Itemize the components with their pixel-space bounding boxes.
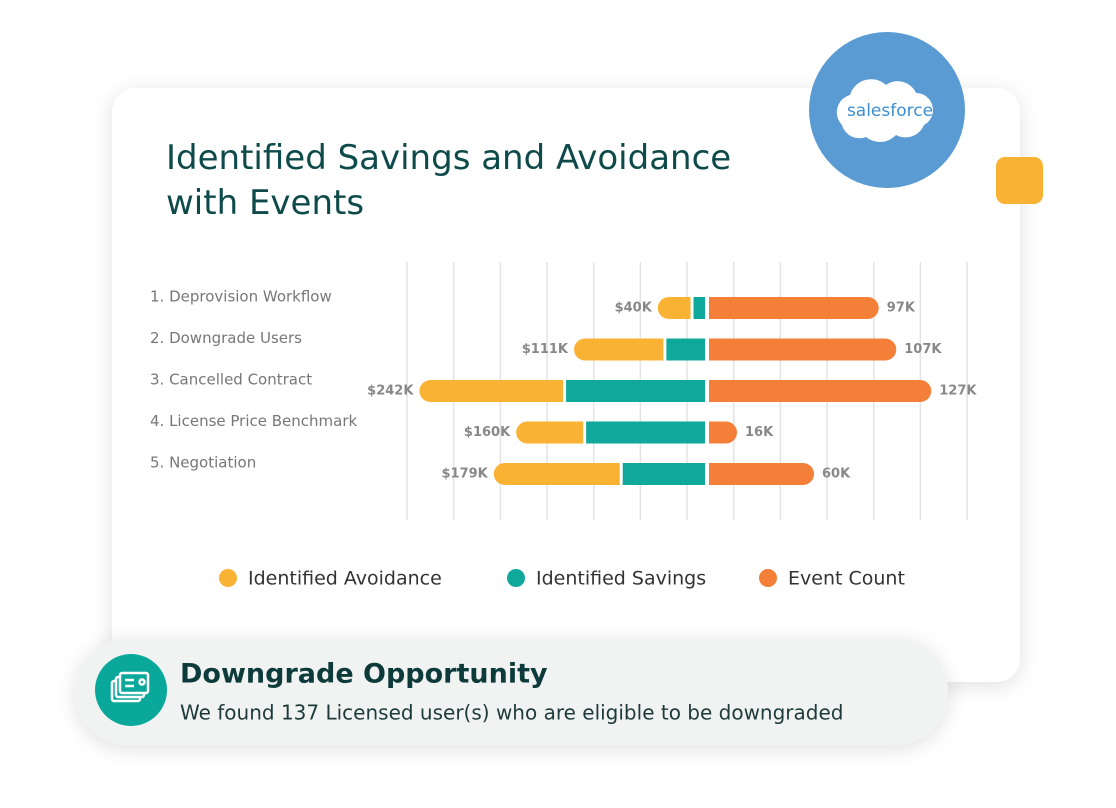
bar-segment xyxy=(586,421,705,444)
bar-segment xyxy=(566,380,705,402)
logo-text: salesforce xyxy=(847,101,933,121)
value-label: 16K xyxy=(745,425,774,440)
legend-dot xyxy=(507,569,525,587)
bar-segment xyxy=(709,338,897,361)
category-label: 1. Deprovision Workflow xyxy=(150,288,332,306)
chart-title: Identified Savings and Avoidance with Ev… xyxy=(166,138,732,223)
category-label: 3. Cancelled Contract xyxy=(150,371,312,389)
legend-dot xyxy=(219,569,237,587)
legend-label: Event Count xyxy=(788,568,905,590)
bar-segment xyxy=(709,463,814,485)
total-label: $242K xyxy=(367,384,414,399)
bar-segment xyxy=(657,297,691,319)
total-label: $179K xyxy=(442,467,489,482)
legend-dot xyxy=(759,569,777,587)
bar-segment xyxy=(516,421,584,444)
bar-segment xyxy=(419,380,564,402)
value-label: 127K xyxy=(939,384,977,399)
category-label: 2. Downgrade Users xyxy=(150,329,302,347)
bar-segment xyxy=(493,463,620,485)
notification xyxy=(75,638,948,745)
bar-segment xyxy=(666,338,705,361)
decor-square xyxy=(996,157,1043,204)
notification-text: We found 137 Licensed user(s) who are el… xyxy=(180,701,843,725)
value-label: 60K xyxy=(822,467,851,482)
bar-segment xyxy=(622,463,705,485)
notification-title: Downgrade Opportunity xyxy=(180,659,548,690)
bar-segment xyxy=(709,421,737,444)
legend-label: Identified Savings xyxy=(536,568,706,590)
bar-segment xyxy=(693,297,705,319)
legend-label: Identified Avoidance xyxy=(248,568,442,590)
total-label: $160K xyxy=(464,425,511,440)
total-label: $40K xyxy=(615,301,653,316)
category-label: 5. Negotiation xyxy=(150,454,256,472)
bar-segment xyxy=(709,297,879,319)
icon-cards xyxy=(110,671,150,703)
value-label: 97K xyxy=(887,301,916,316)
bar-segment xyxy=(574,338,664,361)
total-label: $111K xyxy=(522,342,569,357)
category-label: 4. License Price Benchmark xyxy=(150,412,358,430)
bar-segment xyxy=(709,380,932,402)
value-label: 107K xyxy=(904,342,942,357)
card xyxy=(112,88,1020,682)
logo-cloud xyxy=(836,79,933,142)
